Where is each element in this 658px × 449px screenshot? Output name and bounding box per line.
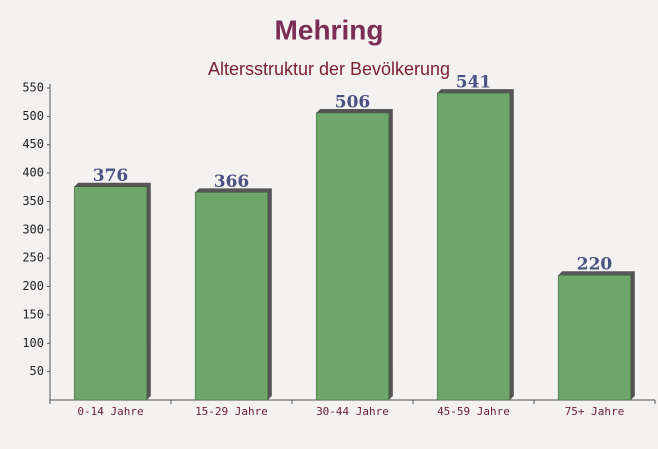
y-tick-label: 250: [22, 251, 44, 265]
y-tick-label: 50: [30, 364, 44, 378]
bar: [73, 186, 148, 401]
y-tick-label: 400: [22, 166, 44, 180]
value-label: 541: [456, 73, 492, 93]
value-label: 506: [335, 92, 371, 112]
y-tick-label: 200: [22, 279, 44, 293]
x-tick-label: 15-29 Jahre: [195, 405, 268, 418]
x-tick-label: 30-44 Jahre: [316, 405, 389, 418]
bar: [557, 274, 632, 401]
chart-title: Mehring: [275, 14, 384, 45]
value-label: 376: [93, 166, 129, 186]
y-tick-label: 350: [22, 194, 44, 208]
y-tick-label: 500: [22, 109, 44, 123]
x-tick-label: 0-14 Jahre: [77, 405, 143, 418]
x-tick-label: 45-59 Jahre: [437, 405, 510, 418]
bar: [436, 92, 511, 401]
value-label: 220: [577, 255, 613, 275]
x-tick-label: 75+ Jahre: [565, 405, 625, 418]
y-tick-label: 450: [22, 137, 44, 151]
y-tick-label: 150: [22, 307, 44, 321]
y-tick-label: 100: [22, 336, 44, 350]
y-tick-label: 550: [22, 81, 44, 95]
chart-subtitle: Altersstruktur der Bevölkerung: [208, 59, 450, 79]
bar: [194, 192, 269, 401]
y-tick-label: 300: [22, 222, 44, 236]
value-label: 366: [214, 172, 250, 192]
bar: [315, 112, 390, 401]
